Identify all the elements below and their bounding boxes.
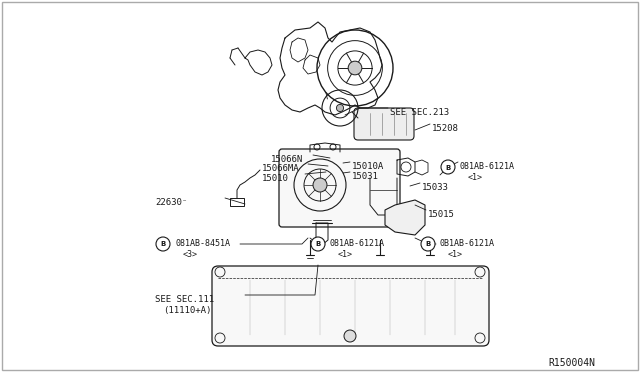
Text: B: B — [426, 241, 431, 247]
Text: 15066N: 15066N — [271, 155, 303, 164]
FancyBboxPatch shape — [279, 149, 400, 227]
FancyBboxPatch shape — [354, 108, 414, 140]
Circle shape — [441, 160, 455, 174]
Text: 081AB-6121A: 081AB-6121A — [330, 239, 385, 248]
Text: <1>: <1> — [338, 250, 353, 259]
Bar — [230, 198, 244, 206]
Text: 22630⁻: 22630⁻ — [155, 198, 188, 207]
Text: R150004N: R150004N — [548, 358, 595, 368]
Text: SEE SEC.111: SEE SEC.111 — [155, 295, 214, 304]
Text: 081AB-6121A: 081AB-6121A — [460, 162, 515, 171]
Circle shape — [311, 237, 325, 251]
Text: <1>: <1> — [448, 250, 463, 259]
Circle shape — [156, 237, 170, 251]
Text: 15010A: 15010A — [352, 162, 384, 171]
Text: B: B — [445, 164, 451, 170]
Text: 15031: 15031 — [352, 172, 379, 181]
Circle shape — [348, 61, 362, 75]
Text: 0B1AB-6121A: 0B1AB-6121A — [440, 239, 495, 248]
Text: B: B — [316, 241, 321, 247]
Circle shape — [337, 105, 344, 112]
Text: 081AB-8451A: 081AB-8451A — [175, 239, 230, 248]
Circle shape — [344, 330, 356, 342]
Text: <1>: <1> — [468, 173, 483, 182]
Polygon shape — [385, 200, 425, 235]
Text: <3>: <3> — [183, 250, 198, 259]
Circle shape — [313, 178, 327, 192]
Text: 15066MA: 15066MA — [262, 164, 300, 173]
FancyBboxPatch shape — [212, 266, 489, 346]
Text: 15033: 15033 — [422, 183, 449, 192]
Text: SEE SEC.213: SEE SEC.213 — [390, 108, 449, 117]
Circle shape — [421, 237, 435, 251]
Text: B: B — [161, 241, 166, 247]
Text: 15010: 15010 — [262, 174, 289, 183]
Text: 15208: 15208 — [432, 124, 459, 133]
Text: (11110+A): (11110+A) — [163, 306, 211, 315]
Text: 15015: 15015 — [428, 210, 455, 219]
